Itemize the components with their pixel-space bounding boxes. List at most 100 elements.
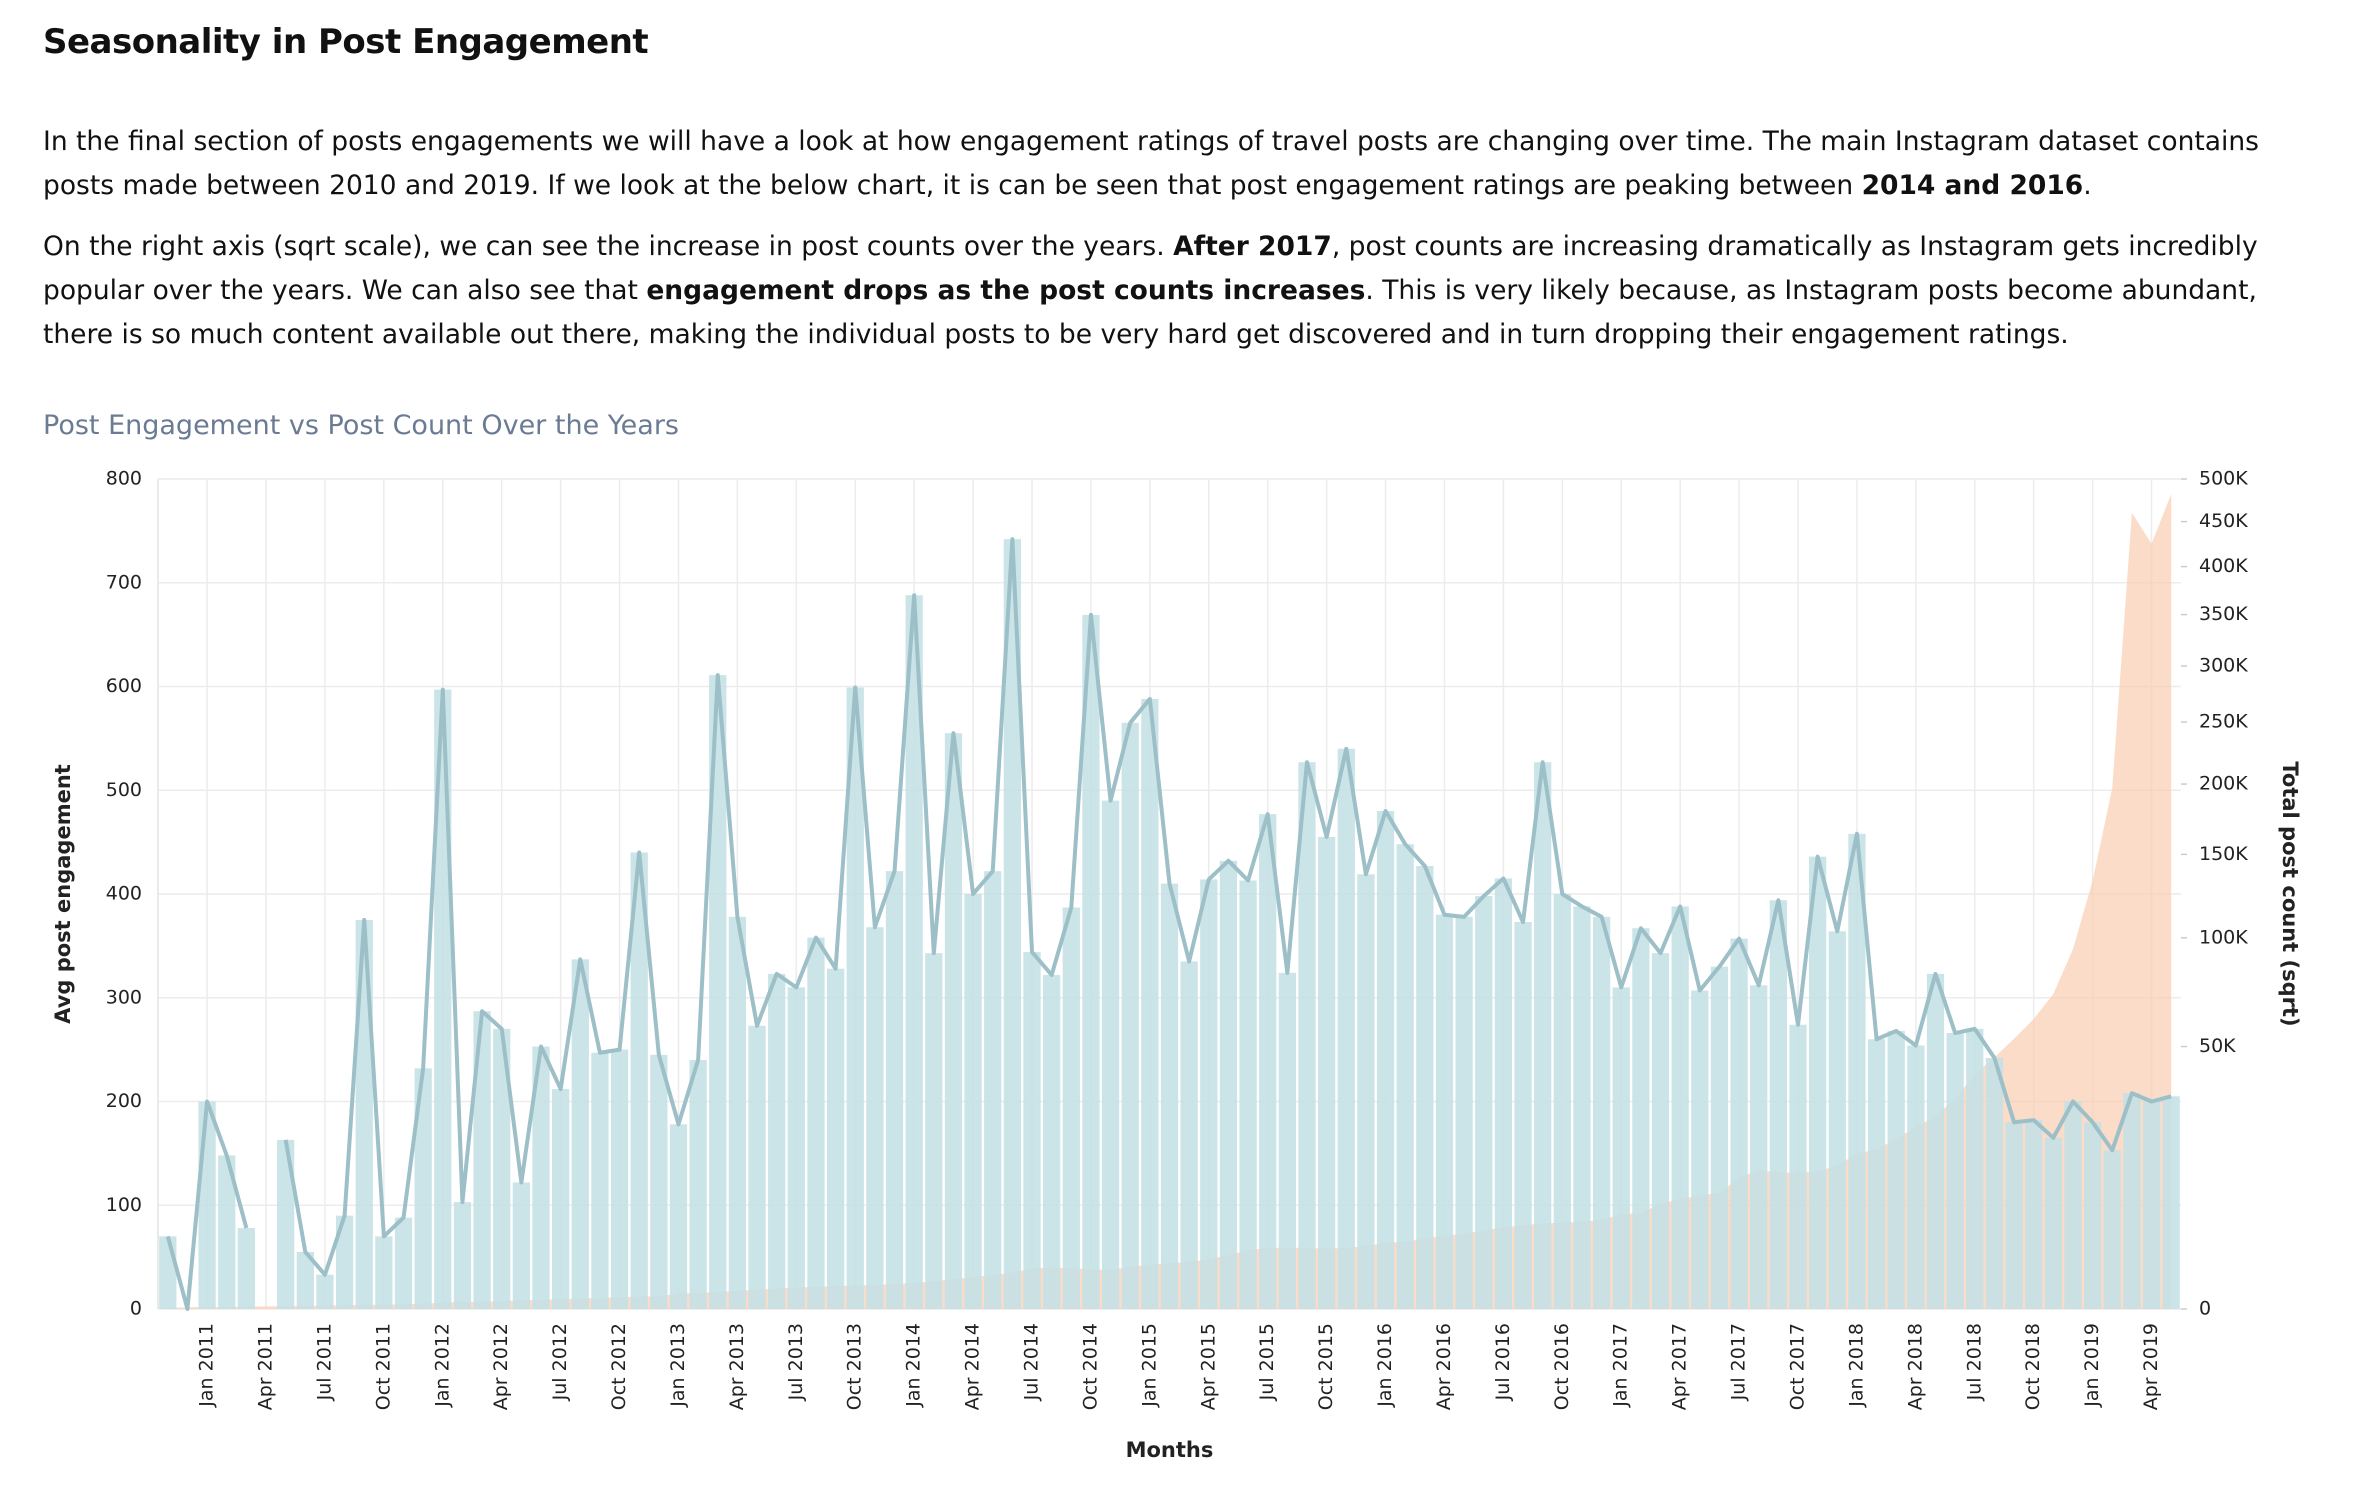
x-tick-label: Jan 2016 bbox=[1374, 1323, 1396, 1408]
bar bbox=[1710, 966, 1729, 1309]
x-tick-label: Jul 2014 bbox=[1021, 1323, 1043, 1401]
text: On the right axis (sqrt scale), we can s… bbox=[43, 231, 1174, 262]
bar bbox=[885, 871, 904, 1309]
bar bbox=[453, 1202, 472, 1309]
bar bbox=[237, 1228, 256, 1309]
bar bbox=[2044, 1137, 2062, 1309]
x-tick-label: Apr 2018 bbox=[1904, 1323, 1926, 1410]
bar bbox=[394, 1217, 413, 1309]
bar bbox=[1671, 906, 1689, 1309]
x-tick-label: Apr 2015 bbox=[1197, 1323, 1219, 1410]
y2-tick-label: 150K bbox=[2199, 843, 2248, 865]
x-tick-label: Oct 2013 bbox=[844, 1323, 866, 1410]
x-tick-label: Jan 2019 bbox=[2081, 1323, 2103, 1408]
y-axis-title: Avg post engagement bbox=[51, 764, 75, 1024]
x-tick-label: Jan 2011 bbox=[196, 1323, 218, 1408]
bar bbox=[1828, 931, 1846, 1309]
bar bbox=[630, 852, 648, 1309]
bar bbox=[1809, 856, 1827, 1309]
bar bbox=[2123, 1093, 2141, 1309]
bar bbox=[1003, 539, 1021, 1309]
bar bbox=[846, 687, 864, 1309]
bar bbox=[1121, 722, 1139, 1309]
chart-title: Post Engagement vs Post Count Over the Y… bbox=[43, 410, 679, 441]
text: . bbox=[2083, 170, 2092, 201]
bold-text: After 2017 bbox=[1173, 231, 1332, 262]
text: . This is very likely because, as Instag… bbox=[43, 275, 2257, 350]
bar bbox=[571, 959, 589, 1309]
bar bbox=[1062, 907, 1080, 1309]
bar bbox=[159, 1236, 177, 1309]
x-tick-label: Jan 2013 bbox=[667, 1323, 689, 1408]
line bbox=[283, 537, 2172, 1277]
bar bbox=[1789, 1024, 1807, 1309]
y2-tick-label: 400K bbox=[2199, 555, 2248, 577]
x-tick-label: Apr 2013 bbox=[726, 1323, 748, 1410]
bar bbox=[2025, 1120, 2043, 1309]
bar bbox=[807, 937, 825, 1309]
bar bbox=[1101, 800, 1120, 1309]
bar bbox=[1239, 880, 1257, 1309]
x-tick-label: Jul 2016 bbox=[1492, 1323, 1514, 1401]
x-axis-title: Months bbox=[1126, 1438, 1214, 1462]
bar bbox=[748, 1025, 766, 1309]
x-tick-label: Jul 2013 bbox=[785, 1323, 807, 1401]
x-tick-label: Jan 2017 bbox=[1610, 1323, 1632, 1408]
x-tick-label: Jan 2014 bbox=[903, 1323, 925, 1408]
bar bbox=[1082, 614, 1100, 1309]
y-tick-label: 300 bbox=[106, 986, 142, 1008]
bar bbox=[1985, 1057, 2004, 1309]
text: , post counts are increasing dramaticall… bbox=[43, 231, 2258, 306]
y2-tick-label: 250K bbox=[2199, 711, 2248, 733]
bar bbox=[1750, 985, 1768, 1309]
bar bbox=[1278, 972, 1296, 1309]
bold-text: 2014 and 2016 bbox=[1861, 170, 2084, 201]
bar bbox=[866, 927, 884, 1309]
bar bbox=[905, 595, 923, 1309]
bar bbox=[1455, 916, 1473, 1309]
y2-axis-title: Total post count (sqrt) bbox=[2278, 761, 2302, 1026]
bar bbox=[1691, 990, 1709, 1309]
bar bbox=[1887, 1030, 1905, 1309]
bar bbox=[552, 1089, 570, 1309]
paragraph: On the right axis (sqrt scale), we can s… bbox=[43, 225, 2293, 357]
bar bbox=[2005, 1122, 2023, 1309]
bar bbox=[1592, 916, 1611, 1309]
bar bbox=[1848, 833, 1866, 1309]
bar bbox=[355, 919, 373, 1309]
x-tick-label: Apr 2019 bbox=[2140, 1323, 2162, 1410]
x-tick-label: Oct 2015 bbox=[1315, 1323, 1337, 1410]
bar bbox=[1907, 1045, 1925, 1309]
x-tick-label: Jan 2018 bbox=[1845, 1323, 1867, 1408]
bar bbox=[277, 1139, 295, 1309]
bar bbox=[1376, 811, 1395, 1309]
bar bbox=[964, 894, 982, 1309]
x-tick-label: Jan 2012 bbox=[431, 1323, 453, 1408]
bar bbox=[728, 916, 747, 1309]
bar bbox=[1553, 894, 1571, 1309]
bar bbox=[1298, 762, 1316, 1309]
bar bbox=[2083, 1122, 2102, 1309]
bar bbox=[689, 1060, 707, 1309]
bar bbox=[1357, 874, 1375, 1309]
bar bbox=[2064, 1101, 2082, 1309]
bar bbox=[984, 871, 1002, 1309]
x-tick-label: Apr 2012 bbox=[490, 1323, 512, 1410]
bar bbox=[1160, 883, 1179, 1309]
x-tick-label: Jul 2018 bbox=[1963, 1323, 1985, 1401]
x-tick-label: Jan 2015 bbox=[1138, 1323, 1160, 1408]
x-tick-label: Oct 2018 bbox=[2022, 1323, 2044, 1410]
bar bbox=[316, 1274, 334, 1309]
bar bbox=[1416, 865, 1434, 1309]
x-tick-label: Apr 2016 bbox=[1433, 1323, 1455, 1410]
bold-text: engagement drops as the post counts incr… bbox=[646, 275, 1366, 306]
bar bbox=[1534, 762, 1552, 1309]
bar bbox=[709, 675, 727, 1309]
x-tick-label: Oct 2011 bbox=[372, 1323, 394, 1410]
page-title: Seasonality in Post Engagement bbox=[43, 22, 649, 62]
y2-tick-label: 350K bbox=[2199, 603, 2248, 625]
bar bbox=[669, 1124, 688, 1309]
bar bbox=[1651, 953, 1670, 1309]
y-tick-label: 200 bbox=[106, 1090, 142, 1112]
